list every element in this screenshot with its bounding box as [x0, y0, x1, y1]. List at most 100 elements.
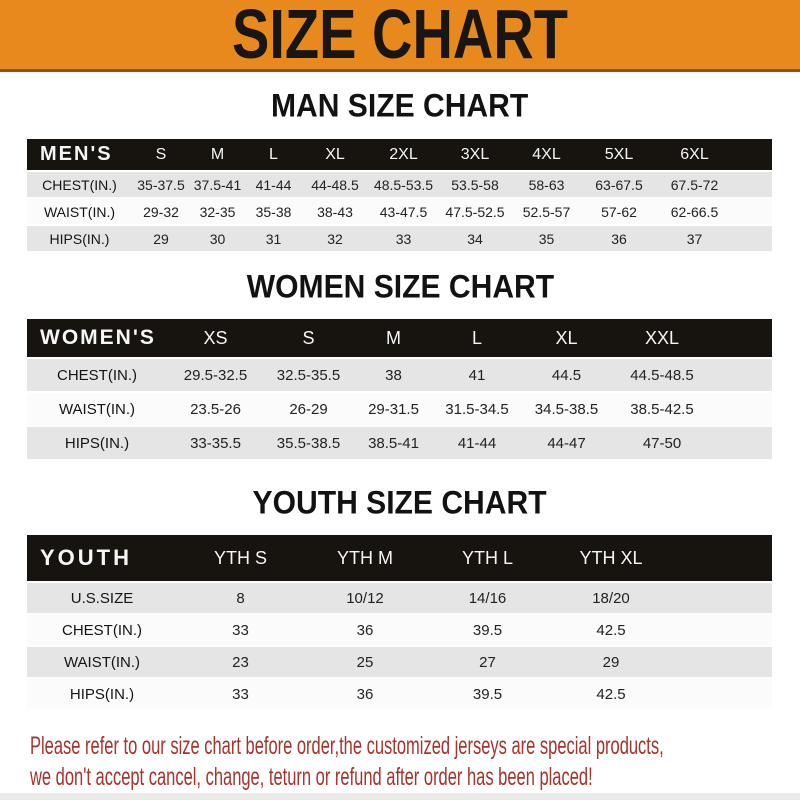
youth-size-value: 42.5 — [549, 615, 673, 645]
men-size-value: 29-32 — [132, 199, 190, 224]
women-size-value: 26-29 — [264, 393, 353, 425]
women-size-value: 33-35.5 — [167, 427, 264, 459]
section-women-size-chart: WOMEN SIZE CHART WOMEN'S XS S M L XL XXL CHEST(… — [0, 268, 800, 461]
youth-header-row: YOUTH YTH S YTH M YTH L YTH XL — [27, 535, 772, 581]
disclaimer-line-1: Please refer to our size chart before or… — [30, 732, 664, 760]
women-size-value: 44.5 — [520, 359, 613, 391]
youth-size-value: 27 — [426, 647, 549, 677]
youth-row-label: U.S.SIZE — [27, 583, 177, 613]
youth-size-value: 33 — [177, 679, 304, 709]
size-chart-banner: SIZE CHART — [0, 0, 800, 72]
women-size-value: 47-50 — [613, 427, 711, 459]
men-size-value: 47.5-52.5 — [439, 199, 511, 224]
youth-row-label: HIPS(IN.) — [27, 679, 177, 709]
women-section-title: WOMEN SIZE CHART — [0, 268, 800, 305]
women-size-value: 38 — [353, 359, 434, 391]
women-size-value: 38.5-42.5 — [613, 393, 711, 425]
men-section-title-text: MAN SIZE CHART — [271, 87, 529, 124]
youth-column-header: YTH L — [426, 535, 549, 581]
men-size-value: 52.5-57 — [511, 199, 582, 224]
women-size-value: 32.5-35.5 — [264, 359, 353, 391]
men-size-value: 57-62 — [582, 199, 656, 224]
youth-size-value: 42.5 — [549, 679, 673, 709]
men-size-value: 67.5-72 — [656, 172, 733, 197]
men-row-chest-in: CHEST(IN.) 35-37.5 37.5-41 41-44 44-48.5 48.5… — [27, 172, 772, 197]
men-size-value: 58-63 — [511, 172, 582, 197]
youth-row-u-s-size: U.S.SIZE 8 10/12 14/16 18/20 — [27, 583, 772, 613]
youth-size-value: 23 — [177, 647, 304, 677]
men-column-header: S — [132, 139, 190, 170]
men-header-filler — [733, 139, 772, 170]
youth-row-filler — [673, 679, 772, 709]
women-row-filler — [711, 427, 772, 459]
women-size-value: 31.5-34.5 — [434, 393, 520, 425]
youth-row-filler — [673, 583, 772, 613]
men-size-value: 32-35 — [190, 199, 245, 224]
men-size-value: 37 — [656, 226, 733, 251]
men-row-label: HIPS(IN.) — [27, 226, 132, 251]
women-size-table: WOMEN'S XS S M L XL XXL CHEST(IN.) 29.5-32.5 32.5… — [27, 317, 772, 461]
men-row-filler — [733, 199, 772, 224]
women-size-value: 41 — [434, 359, 520, 391]
men-size-value: 62-66.5 — [656, 199, 733, 224]
women-row-label: WAIST(IN.) — [27, 393, 167, 425]
men-size-value: 38-43 — [302, 199, 368, 224]
youth-size-value: 25 — [304, 647, 426, 677]
women-header-row: WOMEN'S XS S M L XL XXL — [27, 319, 772, 357]
youth-size-table: YOUTH YTH S YTH M YTH L YTH XL U.S.SIZE 8 10/12… — [27, 533, 772, 711]
youth-row-hips-in: HIPS(IN.) 33 36 39.5 42.5 — [27, 679, 772, 709]
youth-size-value: 10/12 — [304, 583, 426, 613]
men-column-header: XL — [302, 139, 368, 170]
bottom-edge-strip — [0, 793, 800, 800]
women-header-filler — [711, 319, 772, 357]
women-column-header: XS — [167, 319, 264, 357]
youth-size-value: 14/16 — [426, 583, 549, 613]
men-size-value: 41-44 — [245, 172, 302, 197]
youth-row-label: CHEST(IN.) — [27, 615, 177, 645]
men-row-filler — [733, 226, 772, 251]
men-size-value: 48.5-53.5 — [368, 172, 439, 197]
men-column-header: M — [190, 139, 245, 170]
men-column-header: 6XL — [656, 139, 733, 170]
men-column-header: 5XL — [582, 139, 656, 170]
youth-size-value: 8 — [177, 583, 304, 613]
men-column-header: L — [245, 139, 302, 170]
disclaimer-line-2: we don't accept cancel, change, teturn o… — [30, 763, 593, 791]
women-column-header: L — [434, 319, 520, 357]
section-youth-size-chart: YOUTH SIZE CHART YOUTH YTH S YTH M YTH L YTH… — [0, 484, 800, 711]
women-size-value: 29.5-32.5 — [167, 359, 264, 391]
men-row-filler — [733, 172, 772, 197]
youth-header-filler — [673, 535, 772, 581]
youth-size-value: 33 — [177, 615, 304, 645]
women-size-value: 23.5-26 — [167, 393, 264, 425]
men-size-value: 32 — [302, 226, 368, 251]
women-size-value: 38.5-41 — [353, 427, 434, 459]
men-size-value: 63-67.5 — [582, 172, 656, 197]
women-row-filler — [711, 393, 772, 425]
youth-column-header: YTH M — [304, 535, 426, 581]
men-size-value: 43-47.5 — [368, 199, 439, 224]
youth-size-value: 29 — [549, 647, 673, 677]
women-size-value: 35.5-38.5 — [264, 427, 353, 459]
men-size-value: 29 — [132, 226, 190, 251]
youth-column-header: YTH S — [177, 535, 304, 581]
banner-title: SIZE CHART — [232, 0, 568, 72]
men-corner-label: MEN'S — [27, 139, 132, 170]
women-row-waist-in: WAIST(IN.) 23.5-26 26-29 29-31.5 31.5-34.5 34… — [27, 393, 772, 425]
women-size-value: 44-47 — [520, 427, 613, 459]
men-row-label: CHEST(IN.) — [27, 172, 132, 197]
section-men-size-chart: MAN SIZE CHART MEN'S S M L XL 2XL 3XL 4XL 5XL 6XL… — [0, 87, 800, 253]
men-size-value: 53.5-58 — [439, 172, 511, 197]
men-size-value: 35 — [511, 226, 582, 251]
youth-column-header: YTH XL — [549, 535, 673, 581]
youth-row-filler — [673, 615, 772, 645]
youth-size-value: 39.5 — [426, 615, 549, 645]
men-size-value: 35-38 — [245, 199, 302, 224]
men-size-value: 37.5-41 — [190, 172, 245, 197]
men-size-value: 36 — [582, 226, 656, 251]
youth-size-value: 18/20 — [549, 583, 673, 613]
youth-size-value: 39.5 — [426, 679, 549, 709]
men-size-table: MEN'S S M L XL 2XL 3XL 4XL 5XL 6XL CHEST(IN.) 35-37… — [27, 137, 772, 253]
men-size-value: 30 — [190, 226, 245, 251]
youth-row-chest-in: CHEST(IN.) 33 36 39.5 42.5 — [27, 615, 772, 645]
